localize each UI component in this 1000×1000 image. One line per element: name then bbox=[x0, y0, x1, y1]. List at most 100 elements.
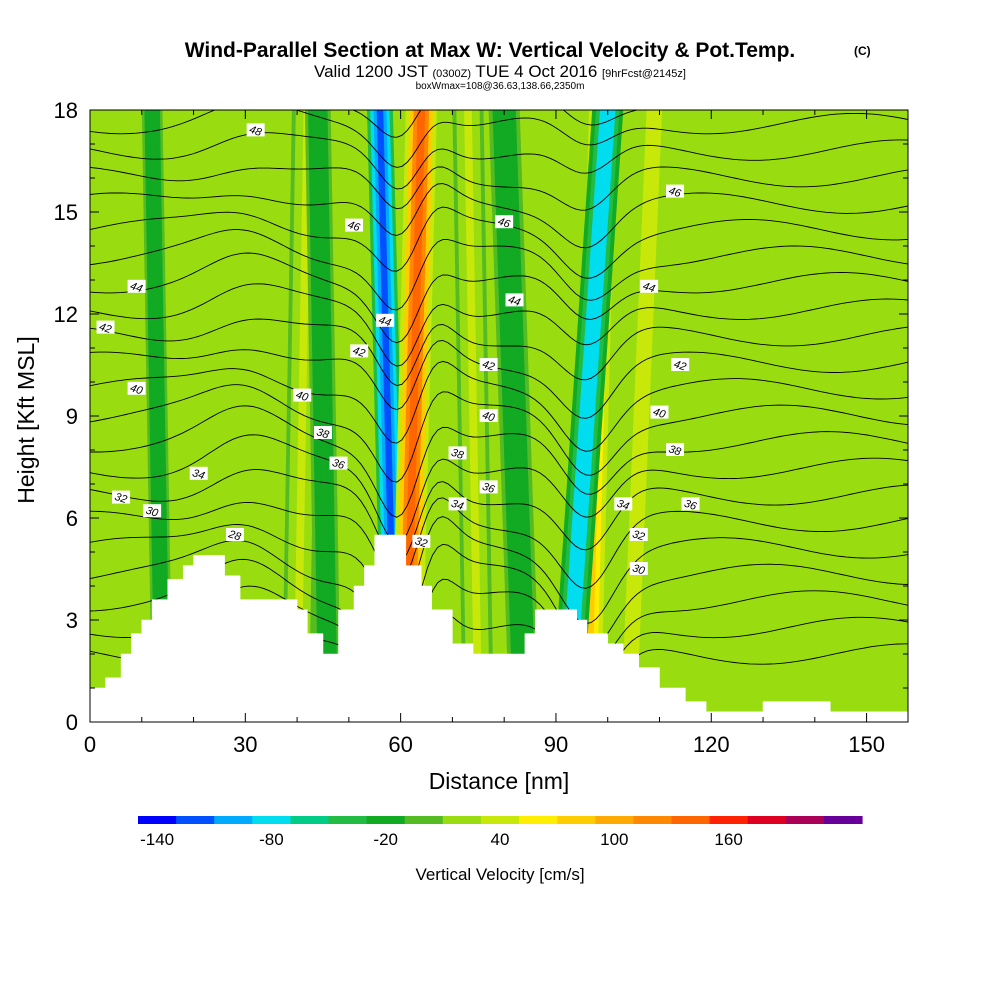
contour-label-34: 34 bbox=[448, 497, 467, 513]
contour-label-32: 32 bbox=[629, 528, 648, 544]
svg-text:34: 34 bbox=[615, 498, 630, 513]
colorbar-tick-label-0: -140 bbox=[140, 830, 174, 849]
isentrope-45 bbox=[90, 183, 908, 249]
contour-label-40: 40 bbox=[479, 409, 498, 425]
contour-label-46: 46 bbox=[666, 184, 685, 200]
isentrope-35 bbox=[90, 434, 908, 544]
contour-label-34: 34 bbox=[614, 497, 633, 513]
subtitle-utc: (0300Z) bbox=[432, 68, 471, 80]
svg-text:30: 30 bbox=[144, 505, 160, 520]
x-axis: 0 30 60 90 120 150 bbox=[84, 110, 885, 757]
colorbar-swatch-10 bbox=[519, 816, 558, 824]
isentrope-41 bbox=[90, 283, 908, 367]
svg-text:40: 40 bbox=[129, 382, 145, 397]
svg-text:36: 36 bbox=[331, 457, 347, 472]
contour-label-42: 42 bbox=[350, 344, 369, 360]
isentrope-33 bbox=[90, 497, 908, 589]
svg-text:30: 30 bbox=[631, 562, 647, 577]
svg-text:38: 38 bbox=[315, 426, 331, 441]
colorbar-swatch-1 bbox=[176, 816, 215, 824]
y-tick-label-9: 9 bbox=[66, 404, 78, 429]
x-tick-label-0: 0 bbox=[84, 732, 96, 757]
title-copyright-mark: (C) bbox=[854, 44, 871, 58]
svg-text:42: 42 bbox=[481, 358, 496, 373]
isentrope-32 bbox=[90, 516, 908, 625]
contour-label-40: 40 bbox=[293, 388, 312, 404]
isentrope-36 bbox=[90, 405, 908, 518]
contour-label-44: 44 bbox=[505, 293, 524, 309]
svg-text:34: 34 bbox=[191, 467, 206, 482]
y-tick-label-12: 12 bbox=[54, 302, 78, 327]
svg-text:44: 44 bbox=[641, 280, 656, 295]
x-tick-label-150: 150 bbox=[848, 732, 885, 757]
x-tick-label-90: 90 bbox=[544, 732, 568, 757]
isentrope-38 bbox=[90, 360, 908, 452]
colorbar-tick-label-3: 40 bbox=[491, 830, 510, 849]
svg-text:46: 46 bbox=[496, 216, 512, 231]
svg-text:36: 36 bbox=[683, 498, 699, 513]
velocity-band-4-level-3 bbox=[293, 110, 312, 722]
y-tick-label-18: 18 bbox=[54, 98, 78, 123]
chart-subtitle: Valid 1200 JST (0300Z) TUE 4 Oct 2016 [9… bbox=[314, 62, 686, 81]
colorbar-swatch-2 bbox=[214, 816, 253, 824]
velocity-band-9-level-3 bbox=[500, 110, 529, 722]
terrain bbox=[90, 534, 908, 722]
svg-text:44: 44 bbox=[377, 314, 392, 329]
contour-label-44: 44 bbox=[127, 279, 146, 295]
isentrope-30 bbox=[90, 558, 908, 692]
y-tick-label-3: 3 bbox=[66, 608, 78, 633]
velocity-band-7-level-3 bbox=[464, 110, 483, 722]
colorbar-swatch-15 bbox=[709, 816, 749, 824]
contour-label-32: 32 bbox=[112, 490, 131, 506]
title-block: Wind-Parallel Section at Max W: Vertical… bbox=[185, 39, 871, 92]
contour-label-40: 40 bbox=[127, 381, 146, 398]
colorbar-tick-label-1: -80 bbox=[259, 830, 284, 849]
colorbar-swatch-6 bbox=[366, 816, 406, 824]
svg-text:28: 28 bbox=[226, 528, 243, 544]
svg-text:42: 42 bbox=[351, 345, 366, 360]
isentrope-48 bbox=[90, 110, 908, 168]
contour-label-46: 46 bbox=[495, 215, 514, 231]
contour-label-38: 38 bbox=[313, 426, 332, 442]
contour-label-32: 32 bbox=[412, 534, 431, 550]
colorbar-swatch-5 bbox=[328, 816, 368, 824]
contour-label-42: 42 bbox=[479, 358, 498, 374]
svg-text:32: 32 bbox=[413, 535, 428, 550]
velocity-band-6-level-3 bbox=[149, 110, 166, 722]
subtitle-date: TUE 4 Oct 2016 bbox=[475, 62, 597, 81]
x-tick-label-60: 60 bbox=[388, 732, 412, 757]
svg-text:34: 34 bbox=[450, 498, 465, 513]
contour-label-36: 36 bbox=[479, 480, 498, 496]
svg-text:46: 46 bbox=[667, 185, 683, 200]
y-tick-label-0: 0 bbox=[66, 710, 78, 735]
svg-text:40: 40 bbox=[481, 409, 497, 424]
colorbar-swatch-16 bbox=[747, 816, 787, 824]
isentrope-47 bbox=[90, 132, 908, 190]
colorbar-tick-label-4: 100 bbox=[600, 830, 628, 849]
colorbar-swatch-7 bbox=[404, 816, 444, 824]
isentrope-46 bbox=[90, 166, 908, 211]
contour-label-42: 42 bbox=[671, 358, 690, 374]
contour-label-44: 44 bbox=[376, 313, 395, 329]
colorbar-swatch-11 bbox=[557, 816, 596, 824]
y-axis-label: Height [Kft MSL] bbox=[13, 336, 39, 503]
isentrope-34 bbox=[90, 469, 908, 564]
contour-label-38: 38 bbox=[448, 446, 467, 462]
svg-text:32: 32 bbox=[631, 528, 646, 543]
contour-label-42: 42 bbox=[96, 320, 115, 336]
subtitle-forecast: [9hrFcst@2145z] bbox=[602, 68, 686, 80]
colorbar-swatch-9 bbox=[480, 816, 520, 824]
svg-text:38: 38 bbox=[667, 443, 683, 458]
colorbar-swatch-4 bbox=[290, 816, 330, 824]
contour-label-48: 48 bbox=[246, 123, 265, 139]
contour-label-28: 28 bbox=[225, 528, 244, 544]
colorbar-swatch-0 bbox=[138, 816, 177, 824]
colorbar-swatch-18 bbox=[823, 816, 863, 824]
contour-label-34: 34 bbox=[189, 466, 208, 482]
colorbar-tick-label-5: 160 bbox=[714, 830, 742, 849]
svg-text:44: 44 bbox=[507, 294, 522, 309]
colorbar-swatch-12 bbox=[595, 816, 634, 824]
